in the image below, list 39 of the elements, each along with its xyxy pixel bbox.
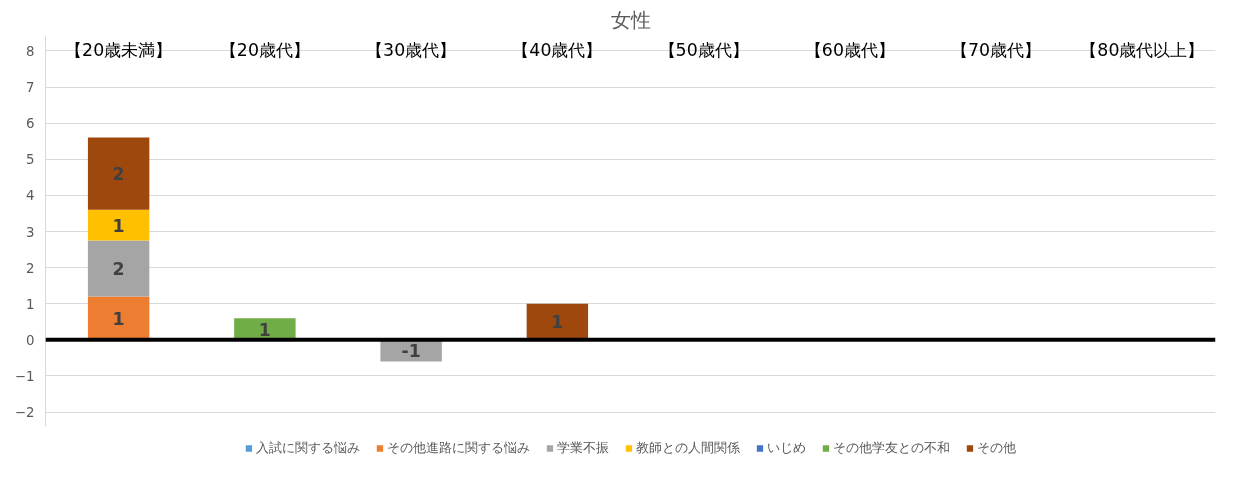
y-tick-label: 7: [26, 80, 35, 96]
data-label: 1: [112, 215, 125, 236]
y-tick-label: −1: [14, 368, 35, 384]
bar: [526, 303, 589, 340]
x-tick-label: 【60歳代】: [804, 39, 895, 60]
x-tick-label: 【30歳代】: [366, 39, 457, 60]
data-label: 1: [112, 308, 125, 329]
y-tick-label: 1: [26, 296, 35, 312]
x-tick-label: 【40歳代】: [512, 39, 603, 60]
x-tick-label: 【50歳代】: [658, 39, 749, 60]
bar: [87, 296, 150, 340]
legend-label: その他学友との不和: [832, 439, 950, 457]
x-tick-label: 【20歳代】: [219, 39, 310, 60]
chart-title: 女性: [610, 7, 651, 32]
y-tick-label: 3: [26, 224, 35, 240]
data-label: 2: [112, 164, 125, 185]
legend-label: その他: [976, 439, 1016, 457]
y-tick-label: 4: [26, 188, 35, 204]
data-label: 1: [551, 312, 564, 333]
y-tick-label: 6: [26, 116, 35, 132]
data-label: 2: [112, 259, 125, 280]
x-tick-label: 【80歳代以上】: [1080, 39, 1205, 60]
data-label: 1: [258, 319, 271, 340]
y-tick-label: −2: [14, 405, 35, 421]
legend-label: 入試に関する悩み: [255, 439, 360, 457]
y-tick-label: 0: [26, 332, 35, 348]
data-label: -1: [401, 341, 421, 362]
legend-label: その他進路に関する悩み: [386, 439, 530, 457]
y-tick-label: 2: [26, 260, 35, 276]
y-tick-label: 5: [26, 152, 35, 168]
x-tick-label: 【20歳未満】: [65, 39, 173, 60]
x-tick-label: 【70歳代】: [951, 39, 1042, 60]
legend-label: いじめ: [766, 439, 806, 457]
y-tick-label: 8: [26, 43, 35, 59]
bar: [87, 240, 150, 297]
legend-label: 学業不振: [556, 439, 609, 457]
bar: [87, 137, 150, 210]
legend-label: 教師との人間関係: [635, 439, 740, 457]
bar: [87, 209, 150, 241]
